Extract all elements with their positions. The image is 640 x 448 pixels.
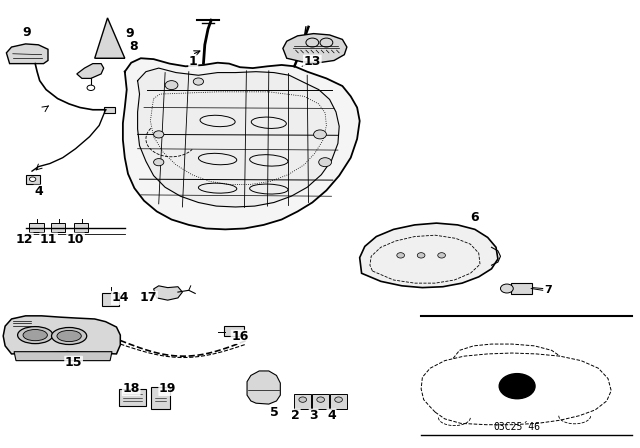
- FancyBboxPatch shape: [102, 293, 119, 306]
- Text: 5: 5: [269, 405, 278, 419]
- Circle shape: [87, 85, 95, 90]
- Circle shape: [499, 374, 535, 399]
- FancyBboxPatch shape: [119, 389, 146, 406]
- Ellipse shape: [23, 330, 47, 340]
- Text: 16: 16: [231, 330, 249, 344]
- Text: 18: 18: [122, 382, 140, 396]
- Text: 14: 14: [111, 291, 129, 305]
- FancyBboxPatch shape: [294, 394, 311, 409]
- Text: 03C25´46: 03C25´46: [493, 422, 541, 432]
- FancyBboxPatch shape: [74, 223, 88, 232]
- Circle shape: [299, 397, 307, 402]
- Text: 15: 15: [65, 356, 83, 370]
- Circle shape: [335, 397, 342, 402]
- Polygon shape: [247, 371, 280, 404]
- Text: 13: 13: [303, 55, 321, 69]
- FancyBboxPatch shape: [26, 175, 40, 184]
- Circle shape: [319, 158, 332, 167]
- Polygon shape: [154, 286, 182, 300]
- Polygon shape: [95, 18, 125, 58]
- Circle shape: [417, 253, 425, 258]
- Text: 2: 2: [291, 409, 300, 422]
- Ellipse shape: [57, 331, 81, 341]
- FancyBboxPatch shape: [29, 223, 44, 232]
- Polygon shape: [360, 223, 498, 288]
- Polygon shape: [3, 316, 120, 354]
- Polygon shape: [14, 352, 112, 361]
- Text: 4: 4: [34, 185, 43, 198]
- FancyBboxPatch shape: [104, 107, 115, 113]
- FancyBboxPatch shape: [393, 250, 408, 262]
- FancyBboxPatch shape: [151, 387, 170, 409]
- Circle shape: [193, 78, 204, 85]
- FancyBboxPatch shape: [330, 394, 347, 409]
- Circle shape: [397, 253, 404, 258]
- FancyBboxPatch shape: [224, 326, 244, 336]
- FancyBboxPatch shape: [511, 283, 532, 294]
- Polygon shape: [283, 34, 347, 63]
- Circle shape: [317, 397, 324, 402]
- Polygon shape: [123, 58, 360, 229]
- Polygon shape: [421, 353, 611, 425]
- Text: 12: 12: [15, 233, 33, 246]
- Circle shape: [154, 131, 164, 138]
- Circle shape: [29, 177, 36, 181]
- FancyBboxPatch shape: [413, 250, 429, 262]
- Text: 9: 9: [125, 27, 134, 40]
- Circle shape: [438, 253, 445, 258]
- Text: 7: 7: [544, 285, 552, 295]
- Text: 19: 19: [159, 382, 177, 396]
- Text: 4: 4: [327, 409, 336, 422]
- Text: 11: 11: [40, 233, 58, 246]
- Ellipse shape: [52, 327, 87, 345]
- Polygon shape: [138, 68, 339, 207]
- Text: 1: 1: [189, 55, 198, 69]
- Circle shape: [165, 81, 178, 90]
- FancyBboxPatch shape: [434, 250, 449, 262]
- FancyBboxPatch shape: [51, 223, 65, 232]
- FancyBboxPatch shape: [312, 394, 329, 409]
- Circle shape: [500, 284, 513, 293]
- Polygon shape: [6, 44, 48, 64]
- Text: 6: 6: [470, 211, 479, 224]
- Text: 8: 8: [129, 39, 138, 53]
- Text: 9: 9: [22, 26, 31, 39]
- Text: 10: 10: [67, 233, 84, 246]
- FancyBboxPatch shape: [12, 318, 32, 328]
- Text: 3: 3: [309, 409, 318, 422]
- Circle shape: [154, 159, 164, 166]
- Text: 17: 17: [140, 291, 157, 305]
- Ellipse shape: [18, 327, 53, 344]
- Circle shape: [314, 130, 326, 139]
- Polygon shape: [77, 64, 104, 78]
